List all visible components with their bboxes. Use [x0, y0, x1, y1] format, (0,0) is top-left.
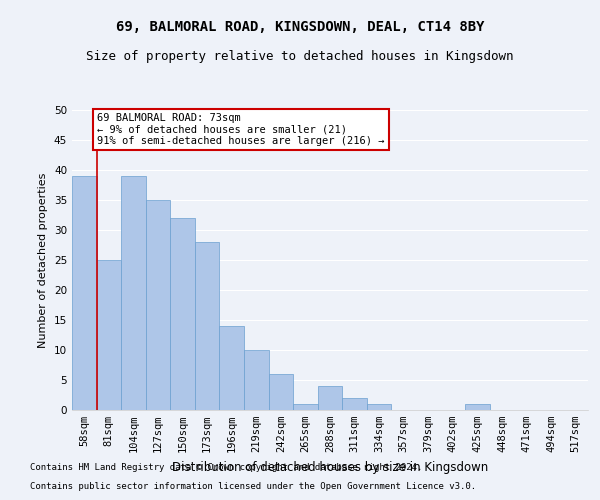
- Bar: [318, 386, 342, 410]
- Bar: [195, 242, 220, 410]
- Y-axis label: Number of detached properties: Number of detached properties: [38, 172, 49, 348]
- Bar: [146, 200, 170, 410]
- Bar: [220, 326, 244, 410]
- Bar: [121, 176, 146, 410]
- Text: 69, BALMORAL ROAD, KINGSDOWN, DEAL, CT14 8BY: 69, BALMORAL ROAD, KINGSDOWN, DEAL, CT14…: [116, 20, 484, 34]
- Bar: [269, 374, 293, 410]
- Text: Contains HM Land Registry data © Crown copyright and database right 2024.: Contains HM Land Registry data © Crown c…: [30, 464, 422, 472]
- Bar: [342, 398, 367, 410]
- Bar: [170, 218, 195, 410]
- Bar: [367, 404, 391, 410]
- Text: 69 BALMORAL ROAD: 73sqm
← 9% of detached houses are smaller (21)
91% of semi-det: 69 BALMORAL ROAD: 73sqm ← 9% of detached…: [97, 113, 385, 146]
- X-axis label: Distribution of detached houses by size in Kingsdown: Distribution of detached houses by size …: [172, 460, 488, 473]
- Text: Contains public sector information licensed under the Open Government Licence v3: Contains public sector information licen…: [30, 482, 476, 491]
- Bar: [293, 404, 318, 410]
- Bar: [97, 260, 121, 410]
- Bar: [465, 404, 490, 410]
- Text: Size of property relative to detached houses in Kingsdown: Size of property relative to detached ho…: [86, 50, 514, 63]
- Bar: [244, 350, 269, 410]
- Bar: [72, 176, 97, 410]
